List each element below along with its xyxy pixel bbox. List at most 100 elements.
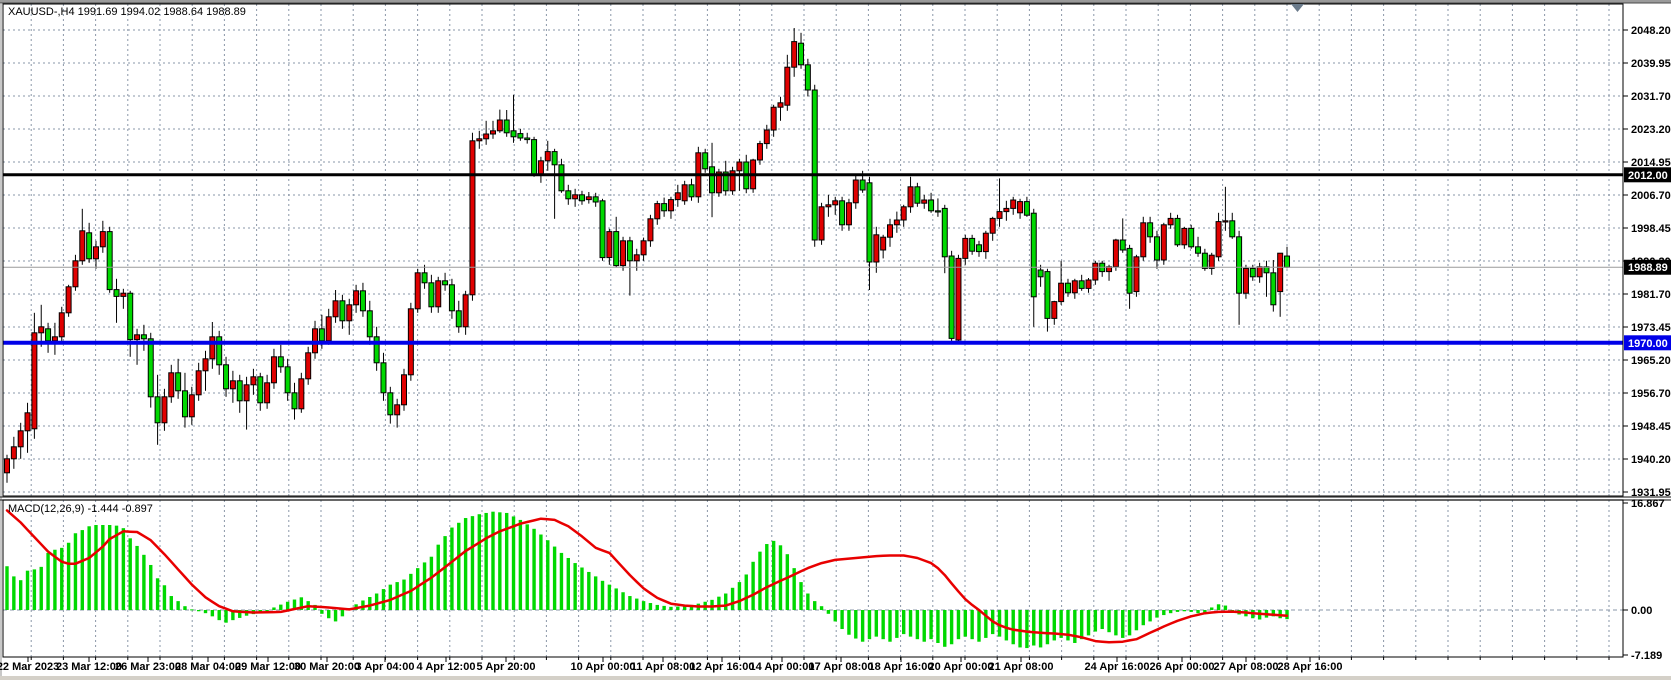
macd-histogram-bar [169, 596, 173, 610]
time-axis-label[interactable]: 12 Apr 16:00 [689, 661, 754, 673]
time-axis-label[interactable]: 14 Apr 00:00 [749, 661, 814, 673]
bear-candle [147, 338, 154, 398]
bear-candle [455, 310, 462, 328]
bear-candle [578, 194, 585, 202]
macd-axis-label: -7.189 [1631, 650, 1662, 662]
macd-histogram-bar [1168, 610, 1173, 614]
macd-histogram-bar [361, 600, 365, 610]
macd-histogram-bar [648, 603, 653, 610]
macd-histogram-bar [333, 610, 338, 622]
bear-candle [113, 289, 120, 297]
time-axis-label[interactable]: 17 Apr 08:00 [808, 661, 873, 673]
macd-histogram-bar [107, 525, 112, 610]
macd-histogram-bar [327, 610, 331, 619]
chart-shift-triangle-icon[interactable] [1291, 4, 1304, 12]
bull-candle [1092, 262, 1099, 281]
bull-candle [825, 204, 832, 208]
macd-histogram-bar [751, 561, 755, 610]
bull-candle [38, 326, 45, 334]
bull-candle [250, 376, 257, 386]
time-axis-label[interactable]: 5 Apr 20:00 [477, 661, 536, 673]
time-axis-label[interactable]: 30 Mar 20:00 [294, 661, 360, 673]
time-axis-label[interactable]: 24 Apr 16:00 [1084, 661, 1149, 673]
macd-histogram-bar [162, 585, 167, 610]
bear-candle [175, 372, 182, 392]
macd-histogram-bar [46, 552, 50, 610]
bear-candle [181, 390, 188, 418]
time-axis-label[interactable]: 3 Apr 04:00 [356, 661, 415, 673]
macd-histogram-bar [901, 610, 906, 635]
macd-histogram-bar [504, 512, 509, 610]
macd-histogram-bar [457, 522, 461, 610]
macd-histogram-bar [1189, 610, 1193, 612]
bear-candle [914, 186, 921, 204]
time-axis-label[interactable]: 11 Apr 08:00 [631, 661, 695, 673]
macd-histogram-bar [943, 610, 947, 647]
macd-histogram-bar [320, 610, 324, 614]
macd-histogram-bar [443, 536, 447, 610]
macd-histogram-bar [1032, 610, 1036, 646]
bull-candle [770, 106, 777, 131]
bull-candle [544, 151, 551, 162]
bull-candle [791, 41, 798, 68]
macd-histogram-bar [121, 528, 126, 610]
bull-candle [620, 240, 627, 267]
macd-histogram-bar [203, 610, 208, 614]
time-axis-label[interactable]: 4 Apr 12:00 [417, 661, 476, 673]
time-axis-label[interactable]: 28 Mar 04:00 [175, 661, 241, 673]
time-axis-label[interactable]: 26 Mar 23:00 [115, 661, 181, 673]
macd-histogram-bar [1052, 610, 1056, 641]
horizontal-level-lines[interactable] [3, 173, 1623, 345]
bear-candle [373, 336, 380, 364]
macd-histogram-bar [874, 610, 879, 637]
candlestick-series [4, 28, 1291, 483]
bear-candle [558, 164, 565, 192]
bear-candle [1229, 220, 1236, 238]
macd-histogram-bar [217, 610, 221, 621]
bull-candle [736, 161, 743, 172]
macd-histogram-bar [149, 564, 153, 610]
macd-histogram-bar [847, 610, 851, 635]
macd-histogram-bar [655, 604, 659, 610]
time-axis-label[interactable]: 29 Mar 12:00 [235, 661, 301, 673]
macd-histogram-bar [922, 610, 926, 642]
bull-candle [1010, 199, 1017, 209]
macd-histogram-bar [450, 527, 454, 610]
macd-histogram-bar [552, 546, 557, 610]
bear-candle [565, 190, 572, 200]
time-axis-label[interactable]: 21 Apr 08:00 [988, 661, 1053, 673]
macd-histogram-bar [566, 557, 570, 610]
bull-candle [1181, 227, 1188, 246]
macd-histogram-bar [593, 576, 598, 610]
bear-candle [277, 356, 284, 368]
macd-histogram-bar [867, 610, 872, 640]
time-axis-label[interactable]: 27 Apr 08:00 [1213, 661, 1278, 673]
macd-panel[interactable] [5, 509, 1289, 649]
bull-candle [298, 378, 305, 410]
time-axis-label[interactable]: 22 Mar 2023 [0, 661, 59, 673]
bull-candle [1277, 252, 1284, 293]
macd-histogram-bar [1011, 610, 1015, 645]
bear-candle [804, 64, 811, 91]
bull-candle [667, 199, 674, 212]
time-axis-label[interactable]: 18 Apr 16:00 [868, 661, 933, 673]
time-axis-label[interactable]: 10 Apr 00:00 [570, 661, 635, 673]
time-axis-label[interactable]: 28 Apr 16:00 [1277, 661, 1342, 673]
bull-candle [270, 356, 277, 384]
time-axis-label[interactable]: 26 Apr 00:00 [1149, 661, 1214, 673]
price-badge-1988.89 [1624, 259, 1671, 275]
bull-candle [1215, 221, 1222, 258]
price-axis[interactable]: 2048.20 2039.95 2031.70 2023.20 2014.95 2006.… [1623, 25, 1671, 662]
macd-histogram-bar [388, 584, 393, 610]
bear-candle [661, 203, 668, 212]
bear-candle [811, 89, 818, 241]
macd-histogram-bar [32, 569, 37, 610]
macd-histogram-bar [142, 554, 146, 610]
time-axis-label[interactable]: 20 Apr 00:00 [928, 661, 993, 673]
macd-histogram-bar [813, 601, 817, 610]
time-axis-label[interactable]: 23 Mar 12:00 [56, 661, 122, 673]
bull-candle [394, 404, 401, 416]
